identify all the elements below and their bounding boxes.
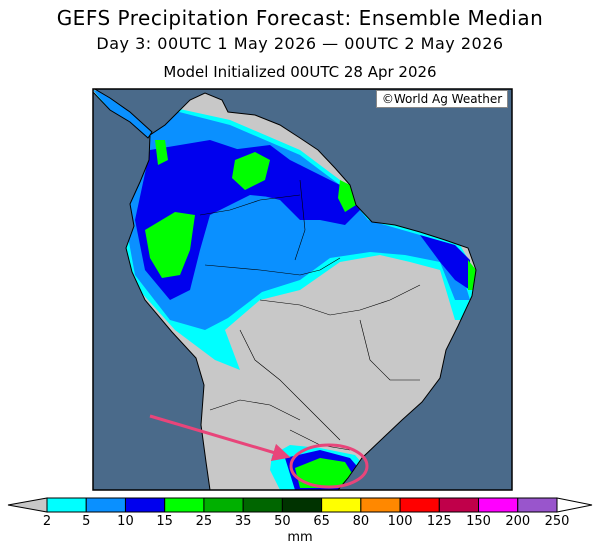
colorbar-tick-label: 15: [156, 514, 173, 529]
colorbar-tick-label: 80: [352, 514, 370, 529]
colorbar-swatch: [438, 497, 480, 513]
colorbar-unit: mm: [287, 530, 313, 545]
colorbar-under-triangle: [7, 497, 48, 513]
colorbar-over-triangle: [556, 497, 593, 513]
colorbar-tick-label: 5: [82, 514, 91, 529]
copyright-label: ©World Ag Weather: [376, 90, 508, 108]
annotation-arrow: [149, 414, 291, 462]
colorbar-tick-label: 2: [42, 514, 52, 529]
colorbar-tick-label: 100: [387, 514, 413, 529]
colorbar-tick-label: 65: [313, 514, 330, 529]
map-frame: [92, 88, 513, 491]
colorbar-swatch: [281, 497, 323, 513]
forecast-period: Day 3: 00UTC 1 May 2026 — 00UTC 2 May 20…: [96, 34, 504, 53]
colorbar-tick-label: 25: [195, 514, 213, 529]
colorbar-swatch: [242, 497, 283, 513]
colorbar-tick-label: 200: [505, 514, 531, 529]
colorbar-tick-label: 150: [466, 514, 491, 529]
colorbar-swatch: [517, 497, 558, 513]
colorbar-swatch: [164, 497, 205, 513]
map-title: GEFS Precipitation Forecast: Ensemble Me…: [56, 6, 544, 30]
colorbar-swatch: [321, 497, 362, 513]
borders: [199, 179, 421, 451]
colorbar-swatch: [85, 497, 126, 513]
colorbar-swatch: [399, 497, 440, 513]
precip-overlay: [93, 90, 476, 490]
colorbar-swatch: [360, 497, 401, 513]
colorbar: [7, 497, 593, 513]
colorbar-tick-label: 50: [274, 514, 291, 529]
colorbar-swatch: [203, 497, 244, 513]
colorbar-tick-label: 10: [117, 514, 134, 529]
colorbar-tick-label: 125: [426, 514, 452, 529]
colorbar-tick-label: 250: [544, 514, 570, 529]
colorbar-swatch: [478, 497, 519, 513]
colorbar-swatch: [124, 497, 166, 513]
colorbar-swatch: [46, 497, 87, 513]
model-init: Model Initialized 00UTC 28 Apr 2026: [163, 63, 437, 81]
annotation-circle: [289, 443, 369, 489]
colorbar-tick-label: 35: [234, 514, 252, 529]
